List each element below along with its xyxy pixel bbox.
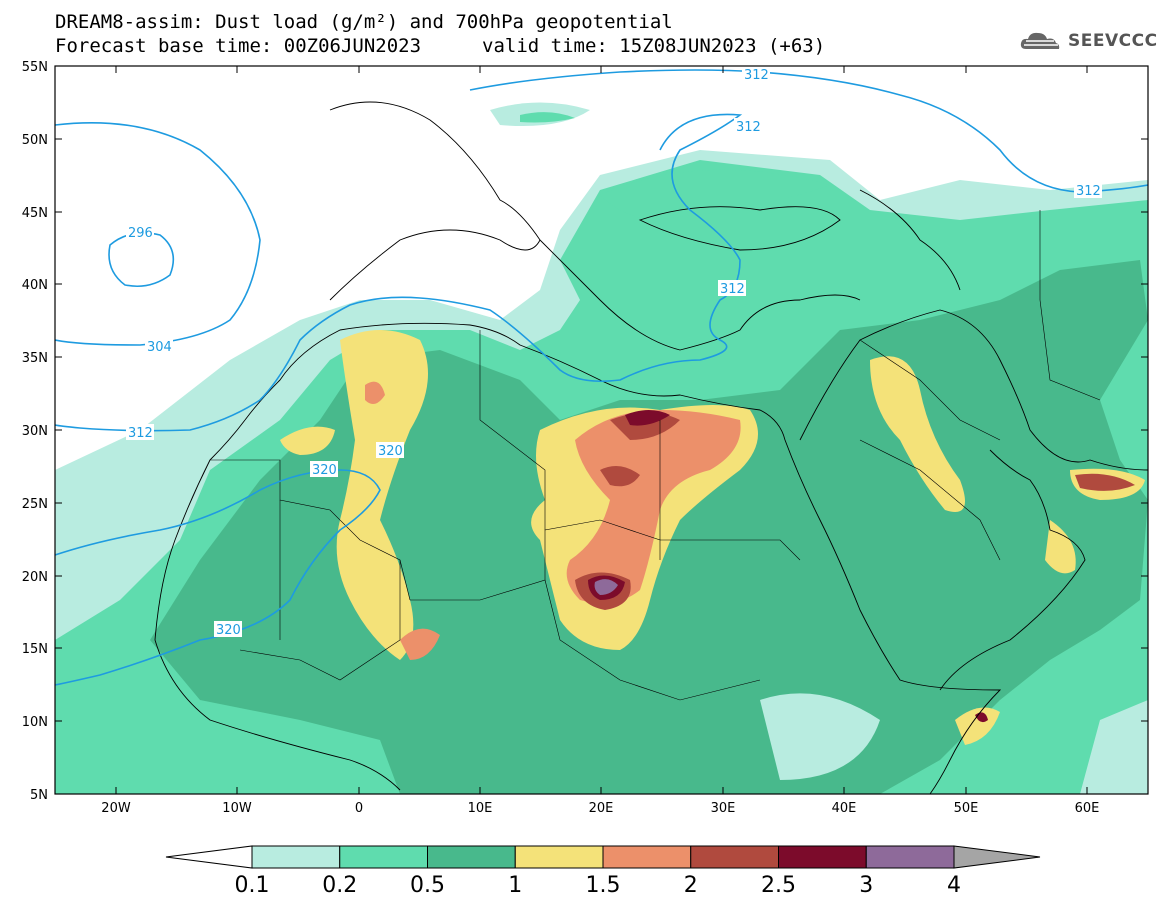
colorbar-swatch <box>778 845 867 869</box>
lat-label: 55N <box>22 60 48 75</box>
lat-label: 50N <box>22 133 48 148</box>
dust-field <box>55 102 1148 794</box>
dust-layer-1-oman <box>1045 520 1076 574</box>
lon-label: 20W <box>101 801 131 816</box>
dust-layer-1-arabia <box>870 356 965 512</box>
valid-time: valid time: 15Z08JUN2023 (+63) <box>482 35 826 57</box>
logo-text: SEEVCCC <box>1068 31 1158 51</box>
colorbar-swatch <box>339 845 428 869</box>
dust-layer-1 <box>336 330 428 660</box>
contour-label-312-c: 312 <box>720 282 745 297</box>
colorbar-swatch <box>602 845 692 869</box>
longitude-axis: 20W 10W 0 10E 20E 30E 40E 50E 60E <box>101 66 1099 816</box>
colorbar-swatch <box>514 845 604 869</box>
contour-label-320-c: 320 <box>216 623 241 638</box>
coastlines <box>154 101 1148 794</box>
contour-label-312-e: 312 <box>128 426 153 441</box>
colorbar-label: 1.5 <box>586 873 621 898</box>
colorbar: 0.1 0.2 0.5 1 1.5 2 2.5 3 4 <box>165 845 1041 898</box>
forecast-base-time: Forecast base time: 00Z06JUN2023 <box>55 35 422 57</box>
colorbar-swatch <box>427 845 516 869</box>
lon-label: 0 <box>355 801 363 816</box>
lat-label: 40N <box>22 278 48 293</box>
dust-layer-2 <box>575 412 1135 610</box>
seevccc-logo: SEEVCCC <box>1018 28 1158 54</box>
colorbar-label: 0.5 <box>410 873 445 898</box>
colorbar-label: 0.2 <box>322 873 357 898</box>
colorbar-label: 1 <box>508 873 522 898</box>
colorbar-label: 2 <box>684 873 698 898</box>
contour-label-320-a: 320 <box>378 444 403 459</box>
contour-312-balkan <box>55 113 743 432</box>
colorbar-label: 2.5 <box>761 873 796 898</box>
dust-layer-1.5-niger <box>400 628 440 660</box>
dust-layer-1-west <box>280 426 335 455</box>
lat-label: 5N <box>30 788 48 803</box>
lat-label: 45N <box>22 206 48 221</box>
dust-layer-1.5-algeria <box>365 381 385 404</box>
map-title: DREAM8-assim: Dust load (g/m²) and 700hP… <box>55 11 673 33</box>
colorbar-swatch <box>251 845 341 869</box>
contour-label-320-b: 320 <box>312 463 337 478</box>
country-borders <box>210 210 1101 701</box>
contour-label-312-a: 312 <box>744 68 769 83</box>
lon-label: 50E <box>954 801 979 816</box>
contour-312-north <box>469 69 1148 193</box>
contour-320 <box>55 469 381 686</box>
lat-label: 30N <box>22 424 48 439</box>
contour-label-296: 296 <box>128 226 153 241</box>
lat-label: 20N <box>22 570 48 585</box>
latitude-axis: 55N 50N 45N 40N 35N 30N 25N 20N 15N 10N … <box>22 60 1148 803</box>
dust-layer-3 <box>594 579 618 595</box>
lon-label: 40E <box>832 801 857 816</box>
dust-layer-0.2-north <box>520 112 575 123</box>
colorbar-swatch <box>690 845 779 869</box>
colorbar-label: 3 <box>859 873 873 898</box>
colorbar-label: 0.1 <box>235 873 270 898</box>
lat-label: 15N <box>22 642 48 657</box>
lon-label: 20E <box>589 801 614 816</box>
lon-label: 10W <box>222 801 252 816</box>
contour-label-312-b: 312 <box>736 120 761 135</box>
dust-layer-0.5-horn <box>760 693 880 780</box>
lat-label: 35N <box>22 351 48 366</box>
contour-304 <box>55 121 261 346</box>
dust-layer-1-somalia <box>955 707 1000 745</box>
colorbar-arrow-high <box>953 845 1041 869</box>
lon-label: 60E <box>1075 801 1100 816</box>
lat-label: 10N <box>22 715 48 730</box>
dust-layer-1.5 <box>566 410 741 604</box>
lon-label: 30E <box>711 801 736 816</box>
geopotential-contours <box>55 69 1148 686</box>
lon-label: 10E <box>468 801 493 816</box>
cloud-icon <box>1020 32 1060 49</box>
contour-label-312-d: 312 <box>1076 184 1101 199</box>
dust-layer-0.2-balkans <box>600 169 830 220</box>
colorbar-label: 4 <box>947 873 961 898</box>
colorbar-arrow-low <box>165 845 253 869</box>
lat-label: 25N <box>22 497 48 512</box>
contour-label-304: 304 <box>147 340 172 355</box>
colorbar-swatch <box>865 845 955 869</box>
